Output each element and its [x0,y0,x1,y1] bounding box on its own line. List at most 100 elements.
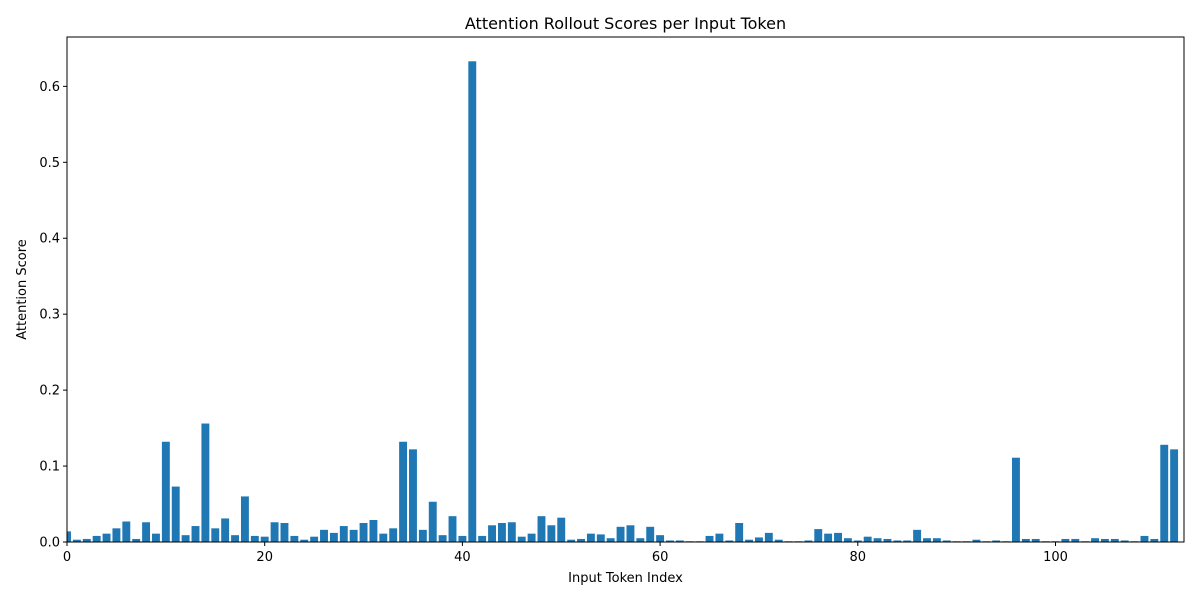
bar-token-55 [606,538,615,542]
bar-token-30 [359,523,368,542]
x-tick-label: 0 [63,550,71,565]
bar-token-76 [814,529,823,542]
bar-token-106 [1110,538,1119,542]
bar-token-2 [82,538,91,542]
bar-token-45 [507,522,516,542]
bar-token-104 [1091,538,1099,542]
bar-token-79 [843,538,852,542]
plot-frame [66,36,1185,543]
bar-token-13 [191,526,200,542]
bar-token-97 [1021,538,1030,542]
bar-token-7 [132,538,141,542]
bar-token-28 [339,526,348,542]
bar-token-48 [537,516,546,542]
y-tick-label: 0.6 [39,80,60,95]
bar-token-102 [1071,538,1080,542]
bar-token-44 [497,523,506,542]
bar-token-107 [1120,540,1129,542]
bar-token-31 [369,519,378,542]
bar-token-22 [280,523,289,542]
bar-token-25 [310,536,319,542]
bar-token-15 [211,528,220,542]
y-tick-label: 0.4 [39,232,60,247]
bar-token-56 [616,526,625,542]
bar-token-53 [586,533,595,542]
bar-token-62 [675,540,684,542]
bar-token-67 [725,540,734,542]
bar-token-98 [1031,538,1040,542]
bar-token-35 [409,449,417,542]
bar-token-70 [754,537,763,542]
bar-token-27 [329,532,338,542]
bar-token-19 [250,535,259,542]
bar-token-18 [240,496,249,542]
x-tick-label: 100 [1043,550,1068,565]
bar-token-60 [656,535,665,542]
bar-token-59 [646,526,655,542]
bar-token-69 [745,539,754,542]
bar-token-32 [379,533,388,542]
bar-token-68 [735,523,744,542]
bar-token-10 [161,441,170,542]
bar-token-101 [1061,538,1070,542]
bar-token-1 [72,539,81,542]
bar-token-6 [122,521,131,542]
y-axis-label: Attention Score [15,239,30,340]
bar-token-11 [171,486,180,542]
bar-token-94 [992,540,1001,542]
x-tick-label: 80 [850,550,867,565]
bar-token-46 [517,536,526,542]
bar-token-23 [290,535,299,542]
bar-token-51 [567,539,576,542]
bar-token-37 [428,501,437,542]
bar-token-89 [942,540,951,542]
bar-token-105 [1100,538,1109,542]
x-axis-label: Input Token Index [568,571,683,586]
bars-group [67,61,1179,542]
bar-token-26 [320,529,328,542]
bar-token-75 [804,540,813,542]
bar-token-8 [142,522,151,542]
bar-token-58 [636,538,645,542]
bar-token-77 [824,533,833,542]
bar-token-43 [488,525,497,542]
bar-token-42 [478,535,487,542]
bar-token-52 [577,538,585,542]
bar-token-36 [418,529,427,542]
bar-token-66 [715,533,724,542]
bar-token-14 [201,423,210,542]
bar-token-85 [903,540,912,542]
y-axis-ticks: 0.0 0.1 0.2 0.3 0.4 0.5 0.6 [39,80,67,551]
bar-token-12 [181,535,190,542]
bar-token-34 [399,441,408,542]
bar-token-4 [102,533,111,542]
bar-token-72 [774,539,783,542]
bar-token-29 [349,529,358,542]
bar-token-86 [913,529,922,542]
bar-token-33 [389,528,398,542]
bar-token-57 [626,525,635,542]
bar-token-38 [438,535,447,542]
bar-token-65 [705,535,714,542]
bar-token-49 [547,525,556,542]
bar-token-84 [893,540,902,542]
bar-token-112 [1170,449,1179,542]
bar-token-50 [557,517,566,542]
bar-token-88 [932,538,941,542]
y-tick-label: 0.5 [39,156,60,171]
bar-token-47 [527,533,536,542]
bar-token-83 [883,538,892,542]
bar-token-87 [923,538,931,542]
x-tick-label: 20 [256,550,273,565]
bar-token-92 [972,539,981,542]
bar-token-20 [260,536,269,542]
bar-token-111 [1160,444,1169,542]
bar-token-96 [1012,457,1020,542]
bar-token-39 [448,516,457,542]
x-tick-label: 40 [454,550,471,565]
y-tick-label: 0.3 [39,308,60,323]
x-tick-label: 60 [652,550,669,565]
bar-token-78 [834,532,842,542]
bar-token-80 [853,540,862,542]
